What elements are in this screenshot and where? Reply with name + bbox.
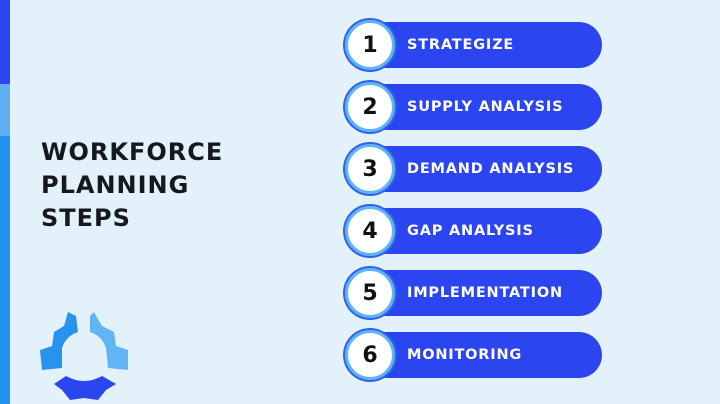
- step-pill: [359, 332, 602, 378]
- step-item: 3 DEMAND ANALYSIS: [345, 144, 602, 194]
- title-line: WORKFORCE: [41, 138, 224, 166]
- title-line: PLANNING: [41, 171, 190, 199]
- step-item: 2 SUPPLY ANALYSIS: [345, 82, 602, 132]
- logo-bottom-segment: [54, 376, 116, 400]
- step-item: 4 GAP ANALYSIS: [345, 206, 602, 256]
- step-item: 6 MONITORING: [345, 330, 602, 380]
- step-number: 1: [345, 20, 395, 70]
- gear-logo-icon: [40, 312, 128, 400]
- step-pill: [359, 22, 602, 68]
- step-label: DEMAND ANALYSIS: [407, 161, 575, 177]
- step-label: MONITORING: [407, 347, 523, 363]
- step-pill: [359, 84, 602, 130]
- steps-list: 1 STRATEGIZE 2 SUPPLY ANALYSIS 3 DEMAND ANA…: [345, 20, 602, 394]
- step-number: 6: [345, 330, 395, 380]
- title-line: STEPS: [41, 204, 131, 232]
- accent-stripe-top: [0, 0, 10, 84]
- step-pill: [359, 208, 602, 254]
- step-label: SUPPLY ANALYSIS: [407, 99, 564, 115]
- step-number: 5: [345, 268, 395, 318]
- accent-stripe-bottom: [0, 136, 10, 404]
- step-number: 3: [345, 144, 395, 194]
- step-label: IMPLEMENTATION: [407, 285, 563, 301]
- step-label: GAP ANALYSIS: [407, 223, 534, 239]
- logo-right-segment: [90, 312, 128, 370]
- step-number: 2: [345, 82, 395, 132]
- step-label: STRATEGIZE: [407, 37, 515, 53]
- step-item: 1 STRATEGIZE: [345, 20, 602, 70]
- step-number: 4: [345, 206, 395, 256]
- page-title: WORKFORCE PLANNING STEPS: [41, 136, 223, 235]
- step-item: 5 IMPLEMENTATION: [345, 268, 602, 318]
- accent-stripe-middle: [0, 84, 10, 136]
- logo-left-segment: [40, 312, 78, 370]
- step-pill: [359, 146, 602, 192]
- step-pill: [359, 270, 602, 316]
